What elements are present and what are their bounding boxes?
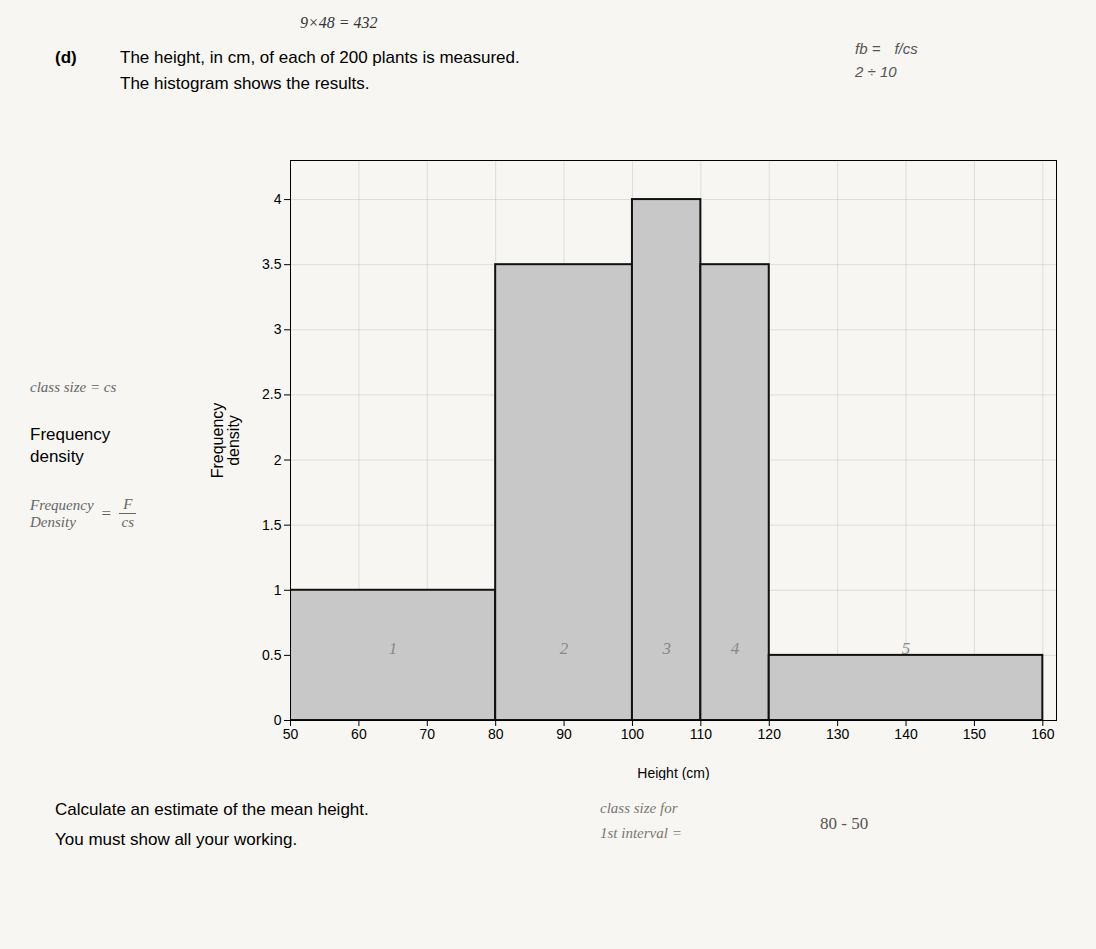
svg-text:5: 5 xyxy=(902,639,911,658)
html-text:class size for: class size for xyxy=(600,800,678,816)
svg-text:0: 0 xyxy=(274,712,282,728)
svg-text:110: 110 xyxy=(690,726,713,742)
svg-text:0.5: 0.5 xyxy=(262,647,282,663)
svg-text:100: 100 xyxy=(621,726,645,742)
html-text:80 - 50: 80 - 50 xyxy=(820,814,869,833)
html-text:F: F xyxy=(123,496,133,513)
svg-text:1.5: 1.5 xyxy=(262,517,282,533)
svg-text:120: 120 xyxy=(758,726,782,742)
svg-text:130: 130 xyxy=(826,726,850,742)
html-text:The height, in cm, of each of: The height, in cm, of each of 200 plants… xyxy=(120,48,520,67)
html-text:The histogram shows the result: The histogram shows the results. xyxy=(120,74,370,93)
svg-text:150: 150 xyxy=(963,726,987,742)
svg-text:2.5: 2.5 xyxy=(262,386,282,402)
html-text:cs: cs xyxy=(121,514,134,531)
svg-text:90: 90 xyxy=(556,726,572,742)
svg-text:50: 50 xyxy=(283,726,299,742)
svg-text:80: 80 xyxy=(488,726,504,742)
svg-text:1: 1 xyxy=(389,639,398,658)
svg-text:Height (cm): Height (cm) xyxy=(637,765,709,781)
html-text:f/cs: f/cs xyxy=(894,40,918,57)
svg-text:3: 3 xyxy=(661,639,671,658)
svg-text:1: 1 xyxy=(274,582,282,598)
html-text:Calculate an estimate of the m: Calculate an estimate of the mean height… xyxy=(55,800,369,819)
svg-text:140: 140 xyxy=(894,726,918,742)
svg-text:4: 4 xyxy=(731,639,740,658)
html-text:9×48 = 432: 9×48 = 432 xyxy=(300,14,378,31)
html-text:class size = cs: class size = cs xyxy=(30,378,117,395)
svg-text:70: 70 xyxy=(419,726,435,742)
svg-text:60: 60 xyxy=(351,726,367,742)
html-text:fb =: fb = xyxy=(855,40,881,57)
svg-text:3: 3 xyxy=(274,321,282,337)
html-text:Frequency: Frequency xyxy=(30,424,111,444)
svg-text:2: 2 xyxy=(560,639,569,658)
svg-text:Frequencydensity: Frequencydensity xyxy=(209,403,242,479)
svg-text:4: 4 xyxy=(274,191,282,207)
svg-text:160: 160 xyxy=(1031,726,1055,742)
svg-text:3.5: 3.5 xyxy=(262,256,282,272)
html-text:density: density xyxy=(30,447,84,466)
html-text:(d): (d) xyxy=(55,48,77,67)
html-text:Frequency: Frequency xyxy=(30,496,94,513)
html-text:Density: Density xyxy=(30,513,76,530)
html-text:You must show all your working: You must show all your working. xyxy=(55,830,298,849)
html-text:2 ÷ 10: 2 ÷ 10 xyxy=(855,63,897,80)
html-text:1st interval =: 1st interval = xyxy=(600,825,682,841)
svg-text:2: 2 xyxy=(274,452,282,468)
